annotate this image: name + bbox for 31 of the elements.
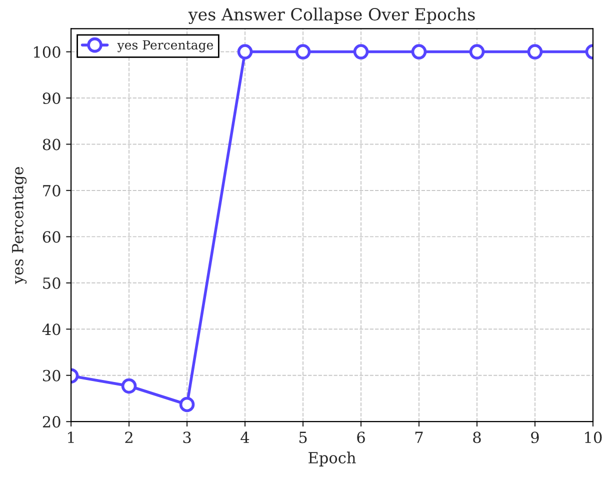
x-tick-label: 4 (240, 432, 250, 443)
y-tick-label: 70 (43, 184, 60, 196)
x-tick-label: 7 (415, 432, 423, 443)
point (411, 44, 427, 60)
y-tick-label: 100 (34, 46, 60, 58)
point (353, 44, 369, 60)
point (237, 44, 253, 60)
y-tick-label: 90 (42, 92, 60, 104)
x-tick-label: 5 (299, 432, 307, 444)
point (179, 396, 195, 412)
x-tick-label: 8 (473, 432, 481, 444)
point (527, 44, 543, 60)
point (121, 378, 137, 394)
x-tick-label: 10 (585, 432, 602, 444)
x-axis-title: Epoch (308, 452, 356, 466)
y-tick-label: 30 (43, 370, 60, 382)
x-tick-label: 1 (68, 432, 74, 443)
y-tick-label: 60 (42, 231, 60, 243)
x-tick-label: 9 (531, 432, 539, 444)
x-tick-label: 6 (357, 432, 365, 444)
legend-label: yes Percentage (117, 40, 214, 52)
y-tick-label: 20 (42, 416, 60, 428)
chart-title: yes Answer Collapse Over Epochs (188, 8, 475, 24)
point (469, 44, 485, 60)
x-tick-label: 2 (125, 432, 132, 443)
y-tick-label: 50 (43, 277, 60, 289)
y-tick-label: 80 (42, 138, 60, 150)
y-tick-label: 40 (42, 324, 60, 336)
x-tick-label: 3 (183, 432, 191, 444)
point (295, 44, 311, 60)
y-axis-title: yes Percentage (12, 166, 27, 284)
